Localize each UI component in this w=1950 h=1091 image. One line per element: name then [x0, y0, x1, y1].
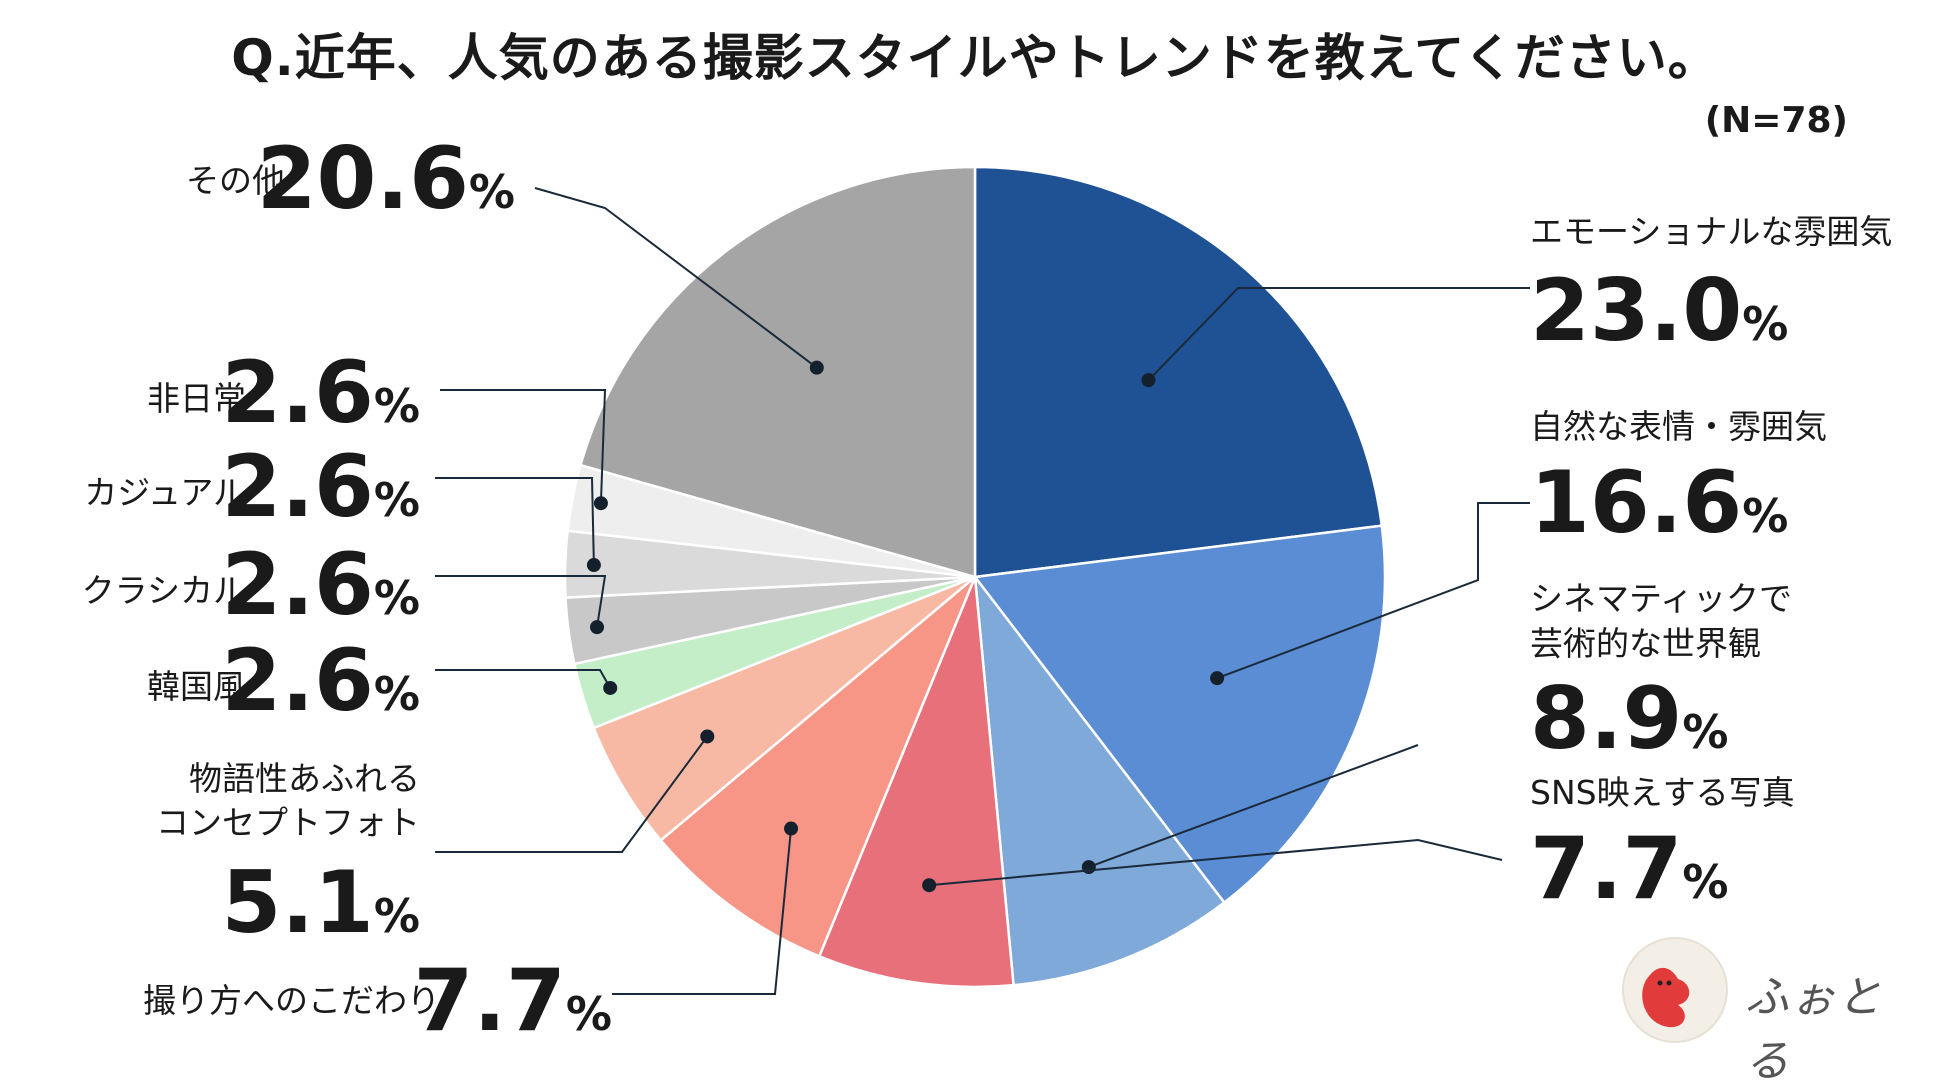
slice-category-label: シネマティックで: [1530, 579, 1792, 618]
slice-category-label: 撮り方へのこだわり: [143, 981, 440, 1020]
leader-line: [435, 735, 709, 853]
pie-slice: [973, 572, 1227, 987]
pie-slice: [972, 524, 1387, 905]
slice-category-label: その他: [186, 161, 285, 200]
leader-dot: [586, 558, 601, 573]
slice-category-label: エモーショナルな雰囲気: [1530, 212, 1892, 251]
slice-value-label: 16.6%: [1530, 453, 1788, 553]
slice-value-label: 8.9%: [1530, 669, 1728, 769]
slice-category-label: 非日常: [147, 379, 246, 418]
leader-dot: [590, 620, 605, 635]
slice-value-label: 2.6%: [222, 535, 420, 635]
slice-category-label: コンセプトフォト: [156, 803, 420, 842]
slice-category-label: カジュアル: [84, 473, 246, 512]
leader-dot: [700, 729, 715, 744]
slice-value-label: 2.6%: [222, 343, 420, 443]
slice-category-label: 芸術的な世界観: [1530, 624, 1761, 663]
leader-line: [1216, 502, 1530, 680]
slice-value-label: 5.1%: [222, 853, 420, 953]
leader-line: [440, 389, 607, 504]
sample-size-label: (N=78): [1704, 100, 1848, 141]
leader-dot: [1081, 860, 1096, 875]
leader-line: [612, 828, 793, 995]
leader-dot: [593, 496, 608, 511]
slice-value-label: 7.7%: [1530, 819, 1728, 919]
leader-dot: [809, 360, 824, 375]
slice-category-label: 韓国風: [147, 667, 246, 706]
pie-slice: [973, 165, 1384, 579]
slice-value-label: 2.6%: [222, 631, 420, 731]
leader-dot: [603, 680, 618, 695]
slice-value-label: 20.6%: [257, 129, 515, 229]
slice-value-label: 2.6%: [222, 437, 420, 537]
pie-slice: [817, 576, 1015, 989]
leader-dot: [1141, 373, 1156, 388]
leader-line: [435, 575, 607, 628]
chart-title: Q.近年、人気のある撮影スタイルやトレンドを教えてください。: [231, 29, 1719, 87]
leader-line: [929, 838, 1503, 887]
logo-mark-icon: [1622, 937, 1728, 1043]
leader-dot: [1210, 671, 1225, 686]
leader-dot: [922, 878, 937, 893]
slice-value-label: 23.0%: [1530, 261, 1788, 361]
slice-category-label: 物語性あふれる: [189, 759, 420, 798]
leader-line: [534, 187, 818, 369]
logo-text: ふぉとる: [1745, 972, 1883, 1087]
leader-dot: [784, 821, 799, 836]
slice-category-label: クラシカル: [82, 571, 246, 610]
slice-category-label: 自然な表情・雰囲気: [1530, 407, 1827, 446]
slice-category-label: SNS映えする写真: [1530, 773, 1795, 812]
slice-value-label: 7.7%: [414, 951, 612, 1051]
leader-line: [435, 477, 595, 566]
pie-slice: [658, 576, 977, 958]
leader-line: [1147, 287, 1530, 381]
brand-logo: ふぉとる: [1620, 935, 1920, 1087]
leader-line: [1088, 744, 1419, 869]
